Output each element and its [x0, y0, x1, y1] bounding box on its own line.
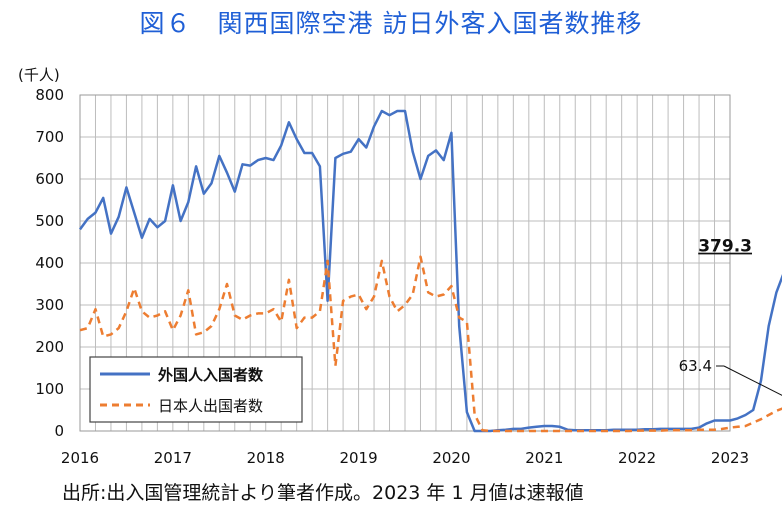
- x-tick-label: 2019: [339, 449, 377, 467]
- source-note: 出所:出入国管理統計より筆者作成。2023 年 1 月値は速報値: [62, 482, 584, 504]
- y-tick-label: 800: [35, 86, 64, 104]
- y-tick-label: 0: [54, 422, 64, 440]
- x-tick-label: 2021: [525, 449, 563, 467]
- x-axis-ticks: 2016 2017 2018 2019 2020 2021 2022 2023: [61, 449, 749, 467]
- annotation-foreign-last: 379.3: [698, 237, 752, 257]
- x-tick-label: 2020: [432, 449, 470, 467]
- y-tick-label: 500: [35, 212, 64, 230]
- series-lines: [78, 109, 782, 433]
- plot-frame: [79, 94, 731, 432]
- x-tick-label: 2016: [61, 449, 99, 467]
- y-axis-unit-label: (千人): [18, 66, 60, 84]
- y-tick-label: 300: [35, 296, 64, 314]
- legend-label-foreign: 外国人入国者数: [157, 366, 264, 384]
- y-axis-ticks: 0 100 200 300 400 500 600 700 800: [35, 86, 64, 440]
- annotation-japanese-last: 63.4: [679, 357, 712, 375]
- chart-title: 図６ 関西国際空港 訪日外客入国者数推移: [139, 9, 643, 38]
- x-tick-label: 2018: [247, 449, 285, 467]
- x-tick-label: 2023: [711, 449, 749, 467]
- y-tick-label: 200: [35, 338, 64, 356]
- y-tick-label: 100: [35, 380, 64, 398]
- legend: 外国人入国者数 日本人出国者数: [89, 356, 303, 423]
- annotations: 379.3 63.4: [679, 237, 782, 396]
- annotation-leader: [723, 365, 782, 396]
- y-tick-label: 700: [35, 128, 64, 146]
- x-tick-label: 2022: [618, 449, 656, 467]
- y-tick-label: 400: [35, 254, 64, 272]
- legend-box: [89, 356, 303, 423]
- series-line-0: [78, 109, 782, 433]
- y-tick-label: 600: [35, 170, 64, 188]
- series-line-1: [79, 255, 782, 433]
- legend-label-japanese: 日本人出国者数: [158, 397, 263, 415]
- x-tick-label: 2017: [154, 449, 192, 467]
